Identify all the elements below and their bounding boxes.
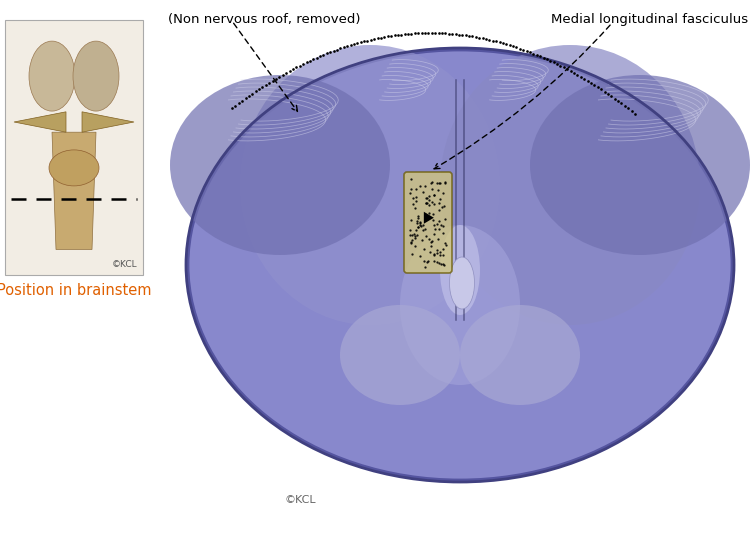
- Ellipse shape: [49, 150, 99, 186]
- Polygon shape: [424, 212, 433, 224]
- Text: (Non nervous roof, removed): (Non nervous roof, removed): [168, 13, 361, 26]
- Ellipse shape: [340, 305, 460, 405]
- Ellipse shape: [240, 45, 500, 325]
- Ellipse shape: [440, 45, 700, 325]
- Polygon shape: [14, 112, 66, 132]
- FancyBboxPatch shape: [404, 172, 452, 273]
- FancyBboxPatch shape: [5, 20, 143, 275]
- Text: ©KCL: ©KCL: [284, 495, 316, 505]
- Ellipse shape: [73, 41, 119, 111]
- Ellipse shape: [530, 75, 750, 255]
- Text: Medial longitudinal fasciculus: Medial longitudinal fasciculus: [550, 13, 748, 26]
- Ellipse shape: [400, 225, 520, 385]
- Text: ©KCL: ©KCL: [111, 260, 137, 269]
- Ellipse shape: [460, 305, 580, 405]
- Ellipse shape: [440, 225, 480, 315]
- Ellipse shape: [29, 41, 75, 111]
- Polygon shape: [82, 112, 134, 132]
- Ellipse shape: [188, 50, 732, 480]
- Polygon shape: [52, 132, 96, 249]
- Ellipse shape: [170, 75, 390, 255]
- Text: Position in brainstem: Position in brainstem: [0, 283, 152, 298]
- Ellipse shape: [449, 257, 475, 309]
